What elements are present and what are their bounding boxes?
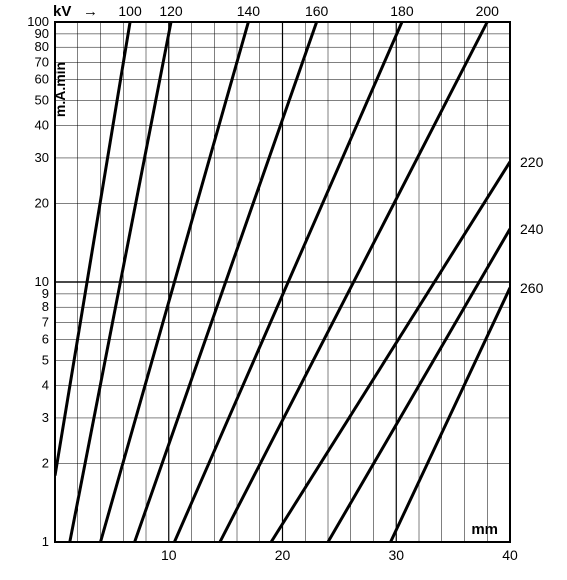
y-tick-20: 20 bbox=[35, 196, 49, 211]
series-label-220: 220 bbox=[520, 154, 544, 170]
x-tick-30: 30 bbox=[388, 547, 404, 563]
y-tick-1: 1 bbox=[42, 534, 49, 549]
x-axis-label: mm bbox=[471, 521, 498, 538]
y-tick-70: 70 bbox=[35, 54, 49, 69]
series-label-160: 160 bbox=[305, 3, 329, 19]
y-tick-2: 2 bbox=[42, 456, 49, 471]
y-tick-50: 50 bbox=[35, 92, 49, 107]
series-label-200: 200 bbox=[476, 3, 500, 19]
y-tick-6: 6 bbox=[42, 332, 49, 347]
y-axis-label: m.A.min bbox=[52, 62, 68, 117]
y-tick-30: 30 bbox=[35, 150, 49, 165]
chart-svg: 1001201401601802002202402601234567891020… bbox=[0, 0, 567, 580]
series-label-180: 180 bbox=[390, 3, 414, 19]
y-tick-8: 8 bbox=[42, 299, 49, 314]
x-tick-40: 40 bbox=[502, 547, 518, 563]
y-tick-80: 80 bbox=[35, 39, 49, 54]
series-label-240: 240 bbox=[520, 221, 544, 237]
y-tick-60: 60 bbox=[35, 72, 49, 87]
x-tick-10: 10 bbox=[161, 547, 177, 563]
series-label-100: 100 bbox=[118, 3, 142, 19]
y-tick-5: 5 bbox=[42, 352, 49, 367]
series-label-260: 260 bbox=[520, 280, 544, 296]
y-tick-100: 100 bbox=[27, 14, 49, 29]
y-tick-4: 4 bbox=[42, 377, 49, 392]
series-label-120: 120 bbox=[159, 3, 183, 19]
exposure-chart: 1001201401601802002202402601234567891020… bbox=[0, 0, 567, 580]
x-tick-20: 20 bbox=[275, 547, 291, 563]
y-tick-7: 7 bbox=[42, 314, 49, 329]
y-tick-3: 3 bbox=[42, 410, 49, 425]
kv-arrow-icon: → bbox=[83, 3, 98, 20]
y-tick-10: 10 bbox=[35, 274, 49, 289]
series-label-140: 140 bbox=[237, 3, 261, 19]
y-tick-40: 40 bbox=[35, 117, 49, 132]
kv-axis-label: kV bbox=[53, 3, 71, 20]
